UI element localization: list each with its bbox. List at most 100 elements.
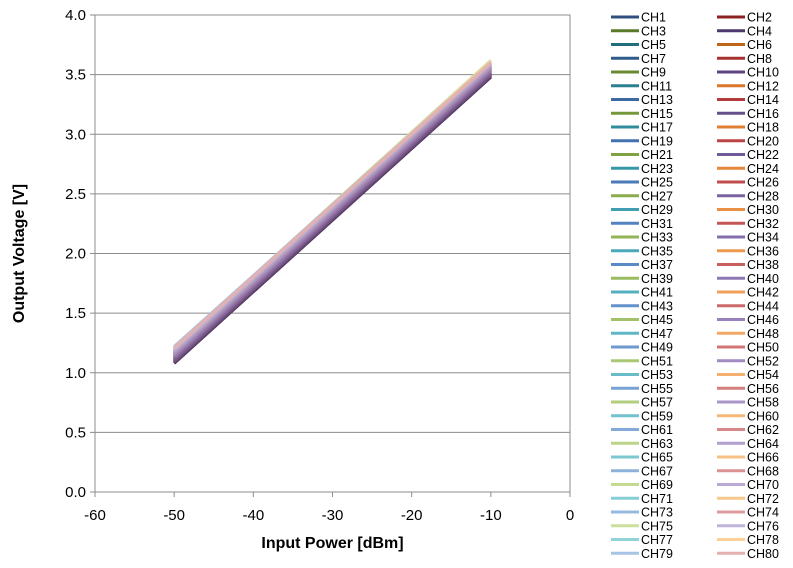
legend-label: CH70 [747, 478, 779, 492]
y-tick-label: 2.5 [65, 186, 86, 203]
legend-label: CH48 [747, 327, 779, 341]
legend-label: CH42 [747, 286, 779, 300]
x-axis-title: Input Power [dBm] [261, 535, 403, 552]
legend-label: CH49 [641, 341, 673, 355]
legend-label: CH29 [641, 203, 673, 217]
legend-label: CH23 [641, 162, 673, 176]
legend-label: CH74 [747, 506, 779, 520]
legend-label: CH77 [641, 533, 673, 547]
series-line-ch80 [173, 61, 492, 349]
legend-label: CH26 [747, 176, 779, 190]
y-tick-label: 0.0 [65, 484, 86, 501]
x-tick-label: 0 [566, 507, 574, 524]
y-tick-label: 0.5 [65, 424, 86, 441]
legend-label: CH1 [641, 11, 666, 25]
x-tick-label: -50 [163, 507, 185, 524]
legend-label: CH8 [747, 52, 772, 66]
y-tick-label: 1.5 [65, 305, 86, 322]
y-axis-title: Output Voltage [V] [11, 184, 28, 323]
legend-label: CH67 [641, 464, 673, 478]
legend-label: CH28 [747, 189, 779, 203]
legend-label: CH54 [747, 368, 779, 382]
legend-label: CH63 [641, 437, 673, 451]
legend-label: CH32 [747, 217, 779, 231]
legend-label: CH59 [641, 409, 673, 423]
legend-label: CH61 [641, 423, 673, 437]
legend-label: CH78 [747, 533, 779, 547]
legend-label: CH21 [641, 148, 673, 162]
legend-label: CH5 [641, 38, 666, 52]
y-tick-label: 3.0 [65, 126, 86, 143]
legend-label: CH69 [641, 478, 673, 492]
legend-label: CH27 [641, 189, 673, 203]
y-tick-label: 2.0 [65, 246, 86, 263]
legend-label: CH24 [747, 162, 779, 176]
legend-label: CH9 [641, 66, 666, 80]
legend-label: CH50 [747, 341, 779, 355]
legend-label: CH33 [641, 231, 673, 245]
legend-label: CH58 [747, 396, 779, 410]
legend-label: CH52 [747, 354, 779, 368]
legend-label: CH14 [747, 93, 779, 107]
legend-label: CH68 [747, 464, 779, 478]
legend-label: CH51 [641, 354, 673, 368]
legend-label: CH62 [747, 423, 779, 437]
legend-label: CH66 [747, 451, 779, 465]
legend-label: CH41 [641, 286, 673, 300]
legend-label: CH19 [641, 134, 673, 148]
legend-label: CH25 [641, 176, 673, 190]
legend-label: CH46 [747, 313, 779, 327]
legend-label: CH13 [641, 93, 673, 107]
y-tick-label: 3.5 [65, 67, 86, 84]
legend-label: CH37 [641, 258, 673, 272]
legend-label: CH36 [747, 244, 779, 258]
legend-label: CH20 [747, 134, 779, 148]
legend-label: CH44 [747, 299, 779, 313]
legend-label: CH10 [747, 66, 779, 80]
legend-label: CH3 [641, 24, 666, 38]
legend-label: CH4 [747, 24, 772, 38]
x-tick-label: -40 [242, 507, 264, 524]
legend-label: CH16 [747, 107, 779, 121]
legend-label: CH56 [747, 382, 779, 396]
legend-label: CH39 [641, 272, 673, 286]
legend-label: CH35 [641, 244, 673, 258]
legend-label: CH53 [641, 368, 673, 382]
legend-label: CH64 [747, 437, 779, 451]
legend-label: CH40 [747, 272, 779, 286]
legend-label: CH43 [641, 299, 673, 313]
legend-label: CH75 [641, 519, 673, 533]
legend-label: CH38 [747, 258, 779, 272]
x-tick-label: -60 [84, 507, 106, 524]
legend-label: CH11 [641, 79, 672, 93]
legend-label: CH72 [747, 492, 779, 506]
x-tick-label: -10 [480, 507, 502, 524]
legend-label: CH71 [641, 492, 673, 506]
legend-label: CH60 [747, 409, 779, 423]
legend-label: CH47 [641, 327, 673, 341]
legend-label: CH45 [641, 313, 673, 327]
legend-label: CH31 [641, 217, 673, 231]
legend-label: CH55 [641, 382, 673, 396]
legend-label: CH30 [747, 203, 779, 217]
legend-label: CH79 [641, 547, 673, 561]
legend-label: CH80 [747, 547, 779, 561]
axes: 0.0 0.5 1.0 1.5 2.0 2.5 3.0 3.5 4.0 -60 -50 -40 -30 -… [11, 7, 574, 552]
x-tick-label: -20 [401, 507, 423, 524]
legend-label: CH65 [641, 451, 673, 465]
legend-label: CH76 [747, 519, 779, 533]
y-tick-label: 4.0 [65, 7, 86, 24]
x-tick-label: -30 [322, 507, 344, 524]
legend-label: CH17 [641, 121, 673, 135]
legend-label: CH15 [641, 107, 673, 121]
legend-label: CH2 [747, 11, 772, 25]
y-tick-label: 1.0 [65, 365, 86, 382]
legend-label: CH73 [641, 506, 673, 520]
legend-label: CH7 [641, 52, 666, 66]
gridlines [95, 74, 570, 433]
legend-label: CH57 [641, 396, 673, 410]
